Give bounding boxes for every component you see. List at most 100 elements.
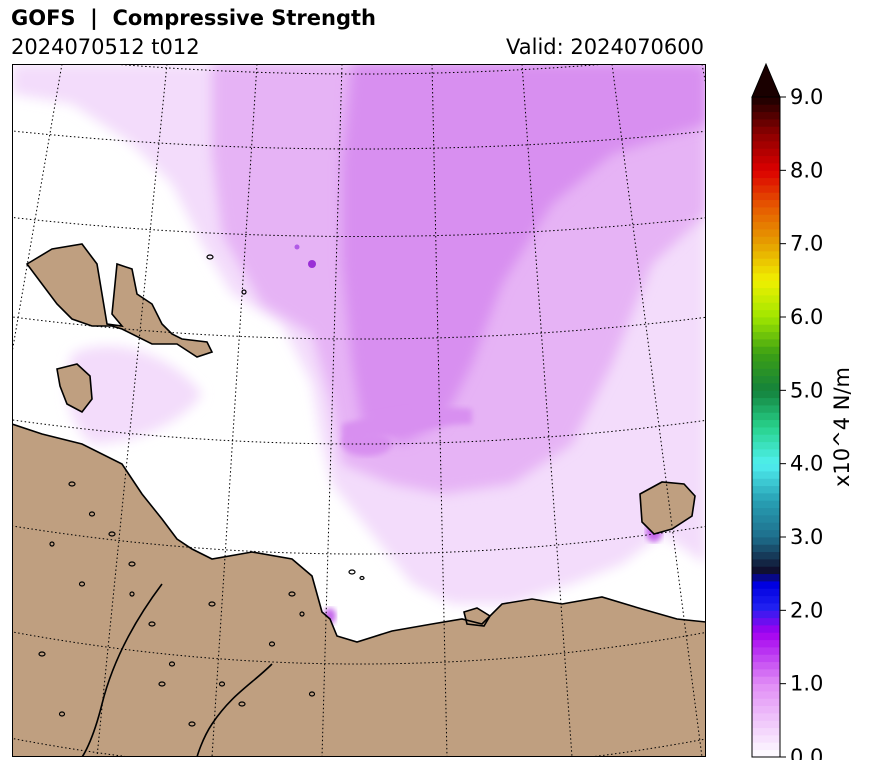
colorbar-swatch (752, 559, 780, 567)
colorbar-swatch (752, 595, 780, 604)
colorbar-swatch (752, 522, 780, 531)
colorbar-swatch (752, 397, 780, 406)
colorbar-swatches (752, 97, 780, 758)
colorbar-extend-arrow (751, 62, 781, 98)
colorbar-swatch (752, 610, 780, 619)
colorbar-swatch (752, 463, 780, 472)
ice-field-light-west (67, 346, 203, 444)
colorbar-tick-label: 0.0 (790, 745, 823, 760)
colorbar-swatch (752, 361, 780, 369)
graticule (12, 64, 706, 757)
colorbar: 0.0 1.0 2.0 3.0 4.0 5.0 6.0 7.0 8.0 9.0 x10^4 N/m (751, 62, 854, 760)
valid-label: Valid: 2024070600 (506, 35, 704, 59)
colorbar-swatch (752, 493, 780, 501)
colorbar-swatch (752, 199, 780, 208)
ice-patch-south (342, 432, 392, 456)
colorbar-swatch (752, 390, 780, 399)
colorbar-tick-label: 8.0 (790, 158, 823, 182)
colorbar-swatch (752, 639, 780, 648)
colorbar-swatch (752, 449, 780, 457)
colorbar-swatch (752, 155, 780, 164)
colorbar-swatch (752, 126, 780, 135)
colorbar-swatch (752, 661, 780, 670)
colorbar-swatch (752, 632, 780, 641)
colorbar-swatch (752, 456, 780, 465)
colorbar-swatch (752, 515, 780, 523)
colorbar-swatch (752, 735, 780, 743)
colorbar-swatch (752, 192, 780, 201)
colorbar-swatch (752, 287, 780, 296)
colorbar-swatch (752, 317, 780, 325)
colorbar-swatch (752, 485, 780, 494)
colorbar-swatch (752, 324, 780, 333)
colorbar-swatch (752, 302, 780, 311)
colorbar-swatch (752, 353, 780, 362)
colorbar-swatch (752, 141, 780, 149)
colorbar-swatch (752, 170, 780, 179)
colorbar-swatch (752, 617, 780, 626)
colorbar-tick-label: 1.0 (790, 672, 823, 696)
colorbar-swatch (752, 478, 780, 487)
colorbar-swatch (752, 177, 780, 186)
colorbar-swatch (752, 368, 780, 377)
colorbar-swatch (752, 537, 780, 545)
map-panel (12, 64, 706, 757)
colorbar-frame (751, 96, 781, 758)
colorbar-tick-label: 6.0 (790, 305, 823, 329)
colorbar-swatch (752, 133, 780, 142)
colorbar-swatch (752, 185, 780, 193)
colorbar-swatch (752, 119, 780, 127)
ice-field (12, 64, 706, 624)
colorbar-swatch (752, 603, 780, 611)
colorbar-tick-label: 9.0 (790, 85, 823, 109)
colorbar-swatch (752, 412, 780, 421)
colorbar-swatch (752, 214, 780, 223)
colorbar-swatch (752, 375, 780, 384)
colorbar-swatch (752, 566, 780, 575)
colorbar-swatch (752, 265, 780, 274)
colorbar-swatch (752, 713, 780, 721)
colorbar-swatch (752, 339, 780, 347)
colorbar-swatch (752, 749, 780, 758)
ice-point-bright (294, 244, 300, 250)
colorbar-swatch (752, 236, 780, 245)
colorbar-swatch (752, 383, 780, 391)
colorbar-swatch (752, 691, 780, 699)
colorbar-swatch (752, 331, 780, 340)
colorbar-swatch (752, 207, 780, 215)
colorbar-swatch (752, 529, 780, 538)
east-island (640, 482, 695, 534)
colorbar-tick-label: 7.0 (790, 232, 823, 256)
ice-point-bright (308, 260, 316, 268)
colorbar-swatch (752, 111, 780, 120)
ice-field-strong (342, 64, 706, 444)
mainland-south (12, 424, 706, 757)
colorbar-swatch (752, 676, 780, 685)
colorbar-swatch (752, 669, 780, 677)
colorbar-swatch (752, 573, 780, 582)
colorbar-swatch (752, 727, 780, 736)
colorbar-swatch (752, 346, 780, 355)
colorbar-swatch (752, 544, 780, 553)
colorbar-swatch (752, 104, 780, 113)
colorbar-swatch (752, 163, 780, 171)
colorbar-swatch (752, 97, 780, 105)
colorbar-swatch (752, 221, 780, 230)
colorbar-swatch (752, 434, 780, 443)
colorbar-tick-label: 3.0 (790, 525, 823, 549)
run-label: 2024070512 t012 (11, 35, 200, 59)
colorbar-ticks: 0.0 1.0 2.0 3.0 4.0 5.0 6.0 7.0 8.0 9.0 (780, 85, 823, 760)
colorbar-swatch (752, 683, 780, 692)
colorbar-swatch (752, 280, 780, 289)
colorbar-swatch (752, 243, 780, 252)
colorbar-swatch (752, 258, 780, 267)
colorbar-swatch (752, 625, 780, 633)
colorbar-swatch (752, 419, 780, 428)
colorbar-swatch (752, 647, 780, 655)
colorbar-swatch (752, 551, 780, 560)
coastlines (12, 243, 706, 757)
lakes (38, 254, 365, 727)
colorbar-unit-label: x10^4 N/m (830, 367, 854, 487)
colorbar-swatch (752, 720, 780, 729)
colorbar-swatch (752, 427, 780, 435)
